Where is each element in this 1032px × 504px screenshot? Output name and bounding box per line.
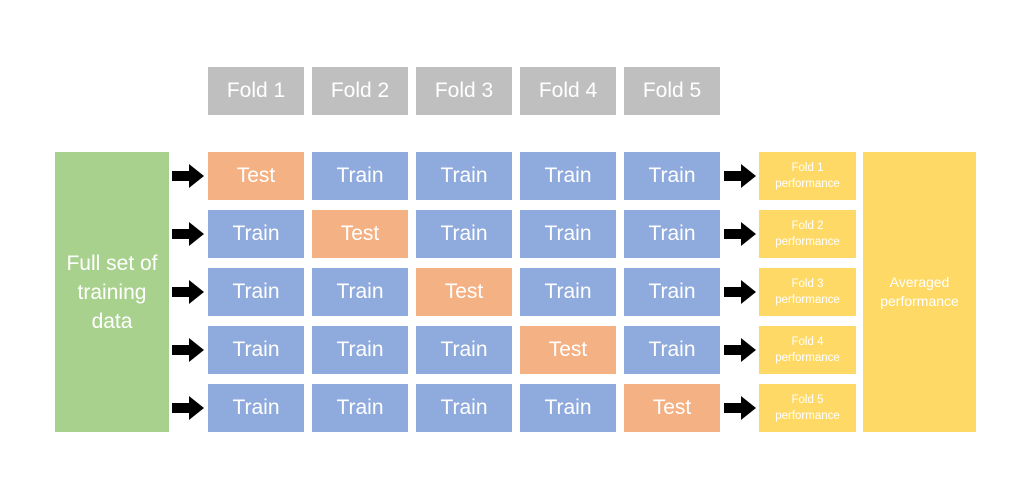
train-cell-row1-fold5: Train — [624, 152, 720, 200]
arrow-in-row-2-icon — [172, 222, 204, 246]
test-cell-row2-fold2: Test — [312, 210, 408, 258]
train-cell-row5-fold1: Train — [208, 384, 304, 432]
train-cell-row2-fold1: Train — [208, 210, 304, 258]
fold-header-2: Fold 2 — [312, 67, 408, 115]
arrow-out-row-2-icon — [724, 222, 756, 246]
arrow-out-row-4-icon — [724, 338, 756, 362]
arrow-in-row-3-icon — [172, 280, 204, 304]
fold-4-performance-box: Fold 4 performance — [759, 326, 856, 374]
train-cell-row2-fold4: Train — [520, 210, 616, 258]
train-cell-row4-fold5: Train — [624, 326, 720, 374]
train-cell-row4-fold1: Train — [208, 326, 304, 374]
test-cell-row4-fold4: Test — [520, 326, 616, 374]
arrow-in-row-4-icon — [172, 338, 204, 362]
train-cell-row4-fold3: Train — [416, 326, 512, 374]
train-cell-row3-fold5: Train — [624, 268, 720, 316]
fold-1-performance-box: Fold 1 performance — [759, 152, 856, 200]
arrow-out-row-3-icon — [724, 280, 756, 304]
train-cell-row1-fold2: Train — [312, 152, 408, 200]
train-cell-row3-fold1: Train — [208, 268, 304, 316]
fold-header-4: Fold 4 — [520, 67, 616, 115]
train-cell-row3-fold4: Train — [520, 268, 616, 316]
averaged-performance-box: Averaged performance — [863, 152, 976, 432]
arrow-in-row-1-icon — [172, 164, 204, 188]
train-cell-row3-fold2: Train — [312, 268, 408, 316]
train-cell-row5-fold3: Train — [416, 384, 512, 432]
train-cell-row2-fold5: Train — [624, 210, 720, 258]
train-cell-row5-fold2: Train — [312, 384, 408, 432]
fold-header-3: Fold 3 — [416, 67, 512, 115]
test-cell-row5-fold5: Test — [624, 384, 720, 432]
arrow-out-row-1-icon — [724, 164, 756, 188]
arrow-out-row-5-icon — [724, 396, 756, 420]
test-cell-row1-fold1: Test — [208, 152, 304, 200]
test-cell-row3-fold3: Test — [416, 268, 512, 316]
train-cell-row4-fold2: Train — [312, 326, 408, 374]
arrow-in-row-5-icon — [172, 396, 204, 420]
train-cell-row5-fold4: Train — [520, 384, 616, 432]
train-cell-row1-fold3: Train — [416, 152, 512, 200]
fold-5-performance-box: Fold 5 performance — [759, 384, 856, 432]
fold-3-performance-box: Fold 3 performance — [759, 268, 856, 316]
train-cell-row1-fold4: Train — [520, 152, 616, 200]
train-cell-row2-fold3: Train — [416, 210, 512, 258]
fold-2-performance-box: Fold 2 performance — [759, 210, 856, 258]
fold-header-1: Fold 1 — [208, 67, 304, 115]
fold-header-5: Fold 5 — [624, 67, 720, 115]
full-training-set-box: Full set of training data — [55, 152, 169, 432]
